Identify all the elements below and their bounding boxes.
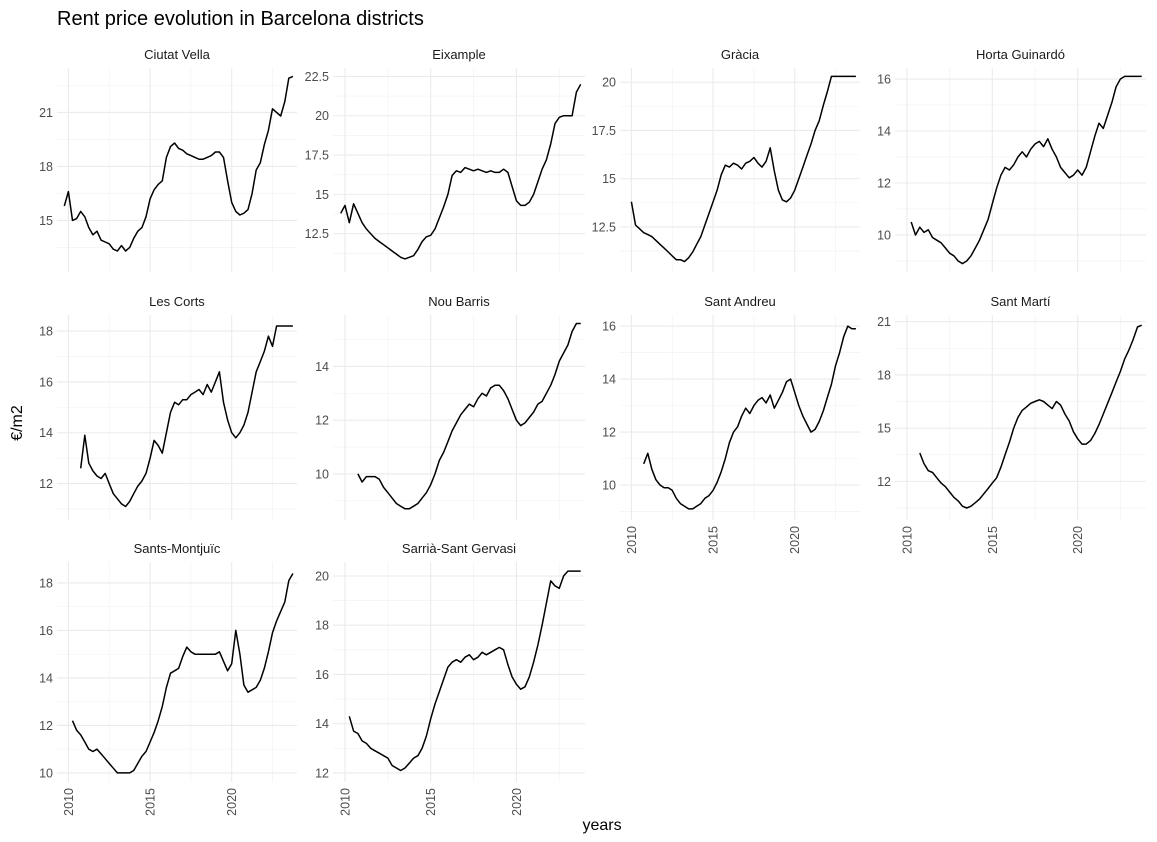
series-line-ciutat-vella (63, 75, 294, 252)
y-tick-label: 20 (602, 76, 616, 90)
facet-panels: Ciutat Vella 15 18 21 Eixample 12.5 15 17.5 20 22… (39, 47, 1146, 816)
y-tick-label: 20 (315, 570, 329, 584)
y-tick-label: 12 (877, 475, 891, 489)
y-tick-label: 14 (315, 360, 329, 374)
y-tick-label: 16 (39, 624, 53, 638)
y-tick-label: 18 (39, 160, 53, 174)
panel-eixample: Eixample 12.5 15 17.5 20 22.5 (305, 47, 585, 272)
panel-sarria-sant-gervasi: Sarrià-Sant Gervasi 12 14 16 18 20 2010 2015 202… (315, 541, 585, 816)
y-tick-label: 18 (39, 325, 53, 339)
panel-sant-andreu: Sant Andreu 10 12 14 16 2010 2015 2020 (602, 294, 860, 554)
y-tick-label: 10 (39, 766, 53, 780)
y-tick-label: 12 (315, 766, 329, 780)
series-line-sant-andreu (643, 325, 856, 510)
y-tick-label: 15 (602, 172, 616, 186)
y-tick-label: 10 (315, 467, 329, 481)
x-tick-label: 2010 (900, 526, 914, 554)
y-tick-label: 12 (39, 477, 53, 491)
y-tick-label: 21 (39, 106, 53, 120)
series-line-gracia (630, 75, 856, 263)
x-tick-label: 2015 (986, 526, 1000, 554)
series-line-sants-montjuic (71, 573, 294, 774)
y-tick-label: 12.5 (305, 227, 329, 241)
series-line-les-corts (79, 325, 293, 508)
chart-title: Rent price evolution in Barcelona distri… (57, 8, 424, 30)
y-tick-label: 12 (877, 176, 891, 190)
y-axis-title: €/m2 (9, 405, 26, 441)
series-line-horta-guinardo (910, 75, 1142, 265)
facet-label-sant-marti: Sant Martí (991, 294, 1051, 309)
x-tick-label: 2020 (510, 788, 524, 816)
y-tick-label: 10 (877, 228, 891, 242)
y-tick-label: 16 (877, 73, 891, 87)
y-tick-label: 10 (602, 479, 616, 493)
y-tick-label: 22.5 (305, 70, 329, 84)
y-tick-label: 15 (39, 214, 53, 228)
panel-sant-marti: Sant Martí 12 15 18 21 2010 2015 2020 (877, 294, 1146, 554)
y-tick-label: 14 (877, 125, 891, 139)
x-tick-label: 2010 (625, 526, 639, 554)
y-tick-label: 18 (39, 576, 53, 590)
y-tick-label: 21 (877, 315, 891, 329)
x-tick-label: 2010 (339, 788, 353, 816)
facet-label-horta-guinardo: Horta Guinardó (976, 47, 1065, 62)
facet-label-sarria-sant-gervasi: Sarrià-Sant Gervasi (402, 541, 516, 556)
y-tick-label: 12 (602, 426, 616, 440)
y-tick-label: 12 (315, 414, 329, 428)
series-line-nou-barris (357, 322, 581, 510)
x-tick-label: 2015 (144, 788, 158, 816)
panel-sants-montjuic: Sants-Montjuïc 10 12 14 16 18 2010 2015 2020 (39, 541, 297, 816)
y-tick-label: 14 (39, 426, 53, 440)
panel-horta-guinardo: Horta Guinardó 10 12 14 16 (877, 47, 1146, 272)
y-tick-label: 17.5 (305, 149, 329, 163)
x-tick-label: 2020 (788, 526, 802, 554)
facet-label-nou-barris: Nou Barris (428, 294, 490, 309)
panel-les-corts: Les Corts 12 14 16 18 (39, 294, 297, 520)
y-tick-label: 16 (315, 668, 329, 682)
facet-label-sants-montjuic: Sants-Montjuïc (134, 541, 221, 556)
y-tick-label: 14 (39, 671, 53, 685)
y-tick-label: 14 (315, 717, 329, 731)
facet-label-ciutat-vella: Ciutat Vella (144, 47, 211, 62)
facet-label-eixample: Eixample (432, 47, 485, 62)
panel-nou-barris: Nou Barris 10 12 14 (315, 294, 585, 520)
y-tick-label: 12.5 (592, 220, 616, 234)
series-line-eixample (340, 83, 582, 260)
x-tick-label: 2015 (424, 788, 438, 816)
series-line-sarria-sant-gervasi (348, 570, 581, 772)
y-tick-label: 16 (39, 375, 53, 389)
y-tick-label: 18 (877, 368, 891, 382)
y-tick-label: 18 (315, 619, 329, 633)
facet-label-les-corts: Les Corts (149, 294, 205, 309)
x-tick-label: 2015 (707, 526, 721, 554)
panel-ciutat-vella: Ciutat Vella 15 18 21 (39, 47, 297, 272)
y-tick-label: 17.5 (592, 124, 616, 138)
y-tick-label: 16 (602, 320, 616, 334)
y-tick-label: 20 (315, 109, 329, 123)
panel-gracia: Gràcia 12.5 15 17.5 20 (592, 47, 860, 272)
facet-label-gracia: Gràcia (721, 47, 760, 62)
facet-label-sant-andreu: Sant Andreu (704, 294, 776, 309)
series-line-sant-marti (919, 324, 1142, 509)
y-tick-label: 15 (315, 188, 329, 202)
y-tick-label: 14 (602, 373, 616, 387)
x-tick-label: 2020 (225, 788, 239, 816)
x-tick-label: 2010 (62, 788, 76, 816)
y-tick-label: 15 (877, 422, 891, 436)
x-axis-title: years (582, 817, 621, 834)
x-tick-label: 2020 (1071, 526, 1085, 554)
y-tick-label: 12 (39, 719, 53, 733)
